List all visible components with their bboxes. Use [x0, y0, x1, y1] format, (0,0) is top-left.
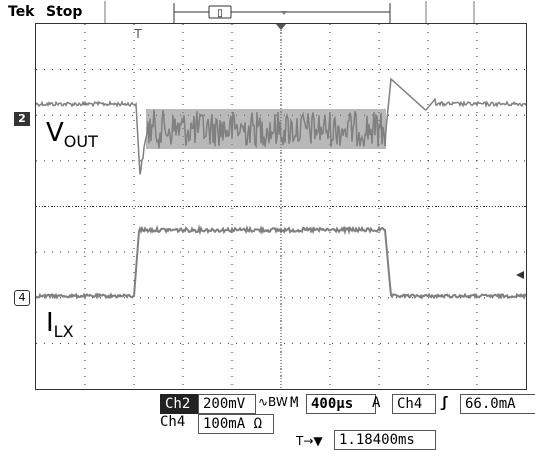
scope-grid-and-traces: T	[36, 24, 526, 389]
vout-label: VOUT	[46, 118, 98, 151]
ilx-label-sub: LX	[53, 322, 74, 341]
trigger-position: 1.18400ms	[334, 430, 436, 450]
ch4-label: Ch4	[160, 414, 186, 430]
trigger-level: 66.0mA	[460, 394, 535, 414]
trigger-slope-icon: ʃ	[440, 395, 449, 411]
brand-logo: Tek	[8, 4, 35, 20]
trigger-position-icon: T→▼	[296, 434, 323, 448]
status-readout: Ch2 200mV ∿BW M 400µs A Ch4 ʃ 66.0mA Ch4…	[0, 394, 535, 450]
ch4-scale-box: 100mA Ω	[198, 414, 274, 434]
record-position-indicator: ▯	[104, 1, 475, 23]
ch2-coupling-icon: ∿BW	[258, 395, 288, 409]
ilx-label: ILX	[46, 308, 74, 341]
trigger-level-arrow	[516, 271, 524, 279]
ch2-label-badge: Ch2	[160, 394, 200, 414]
ch4-impedance-icon: Ω	[253, 416, 263, 432]
top-status-bar: Tek Stop ▯	[0, 0, 535, 24]
ilx-trace	[36, 224, 526, 300]
ch4-reference-marker: 4	[14, 290, 30, 306]
timebase-prefix: M	[290, 395, 299, 411]
ch2-scale: 200mV	[198, 394, 256, 414]
oscilloscope-screen: T	[35, 23, 527, 390]
trigger-position-marker: T	[133, 27, 142, 41]
svg-text:▯: ▯	[217, 8, 223, 19]
vout-label-sub: OUT	[63, 132, 98, 151]
trigger-source-prefix: A	[372, 395, 381, 411]
trigger-source: Ch4	[392, 394, 436, 414]
vout-ripple-band	[146, 109, 386, 149]
acquisition-mode-label: Stop	[46, 4, 83, 20]
timebase-value: 400µs	[306, 394, 376, 414]
ch2-reference-marker: 2	[14, 112, 30, 126]
ilx-label-main: I	[46, 308, 54, 338]
trigger-point-arrow	[276, 24, 286, 30]
ch4-scale: 100mA	[203, 416, 246, 432]
vout-label-main: V	[46, 118, 64, 148]
